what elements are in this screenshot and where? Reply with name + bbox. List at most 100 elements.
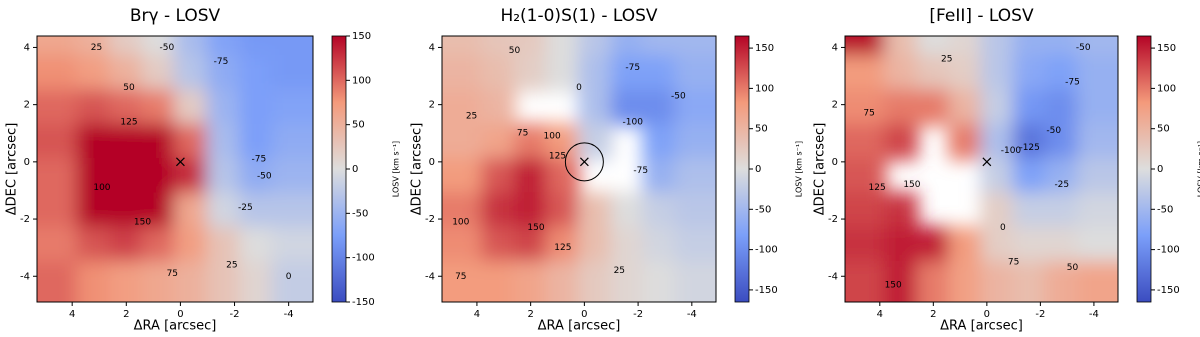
plot-frame <box>844 35 1119 303</box>
cell <box>271 157 313 195</box>
contour-label: -75 <box>625 63 640 73</box>
y-tick-label: -4 <box>425 271 435 282</box>
cell <box>206 123 241 160</box>
cell <box>1076 260 1118 302</box>
cell <box>948 260 983 302</box>
colorbar-tick-label: 0 <box>352 164 358 175</box>
cell <box>238 192 274 229</box>
cell <box>1044 260 1079 302</box>
cell <box>481 226 516 263</box>
contour-label: -25 <box>238 203 253 213</box>
cell <box>481 36 516 58</box>
cell <box>642 55 677 92</box>
x-tick-label: -4 <box>284 309 294 320</box>
contour-label: 125 <box>120 117 137 127</box>
cell <box>206 89 241 126</box>
cell <box>1076 192 1118 229</box>
cell <box>884 55 919 92</box>
x-tick-label: -2 <box>1035 309 1045 320</box>
x-tick-label: 0 <box>581 309 587 320</box>
cell <box>980 36 1015 58</box>
cell <box>513 226 548 263</box>
cell <box>545 55 580 92</box>
x-tick-label: 4 <box>474 309 480 320</box>
cell <box>545 192 580 229</box>
contour-label: 50 <box>509 46 521 56</box>
x-axis-label: ΔRA [arcsec] <box>134 319 217 334</box>
contour-label: 125 <box>549 152 566 162</box>
colorbar-tick-label: -50 <box>1157 204 1173 215</box>
colorbar-label: LOSV [km s⁻¹] <box>1197 141 1200 197</box>
cell <box>141 192 176 229</box>
cell <box>980 157 1015 195</box>
x-tick-label: 0 <box>177 309 183 320</box>
cell <box>845 89 887 126</box>
cell <box>642 192 677 229</box>
cell <box>674 123 716 160</box>
cell <box>610 55 645 92</box>
cell <box>481 89 516 126</box>
contour-label: -100 <box>623 117 644 127</box>
cell <box>141 260 176 302</box>
cell <box>37 55 79 92</box>
cell <box>109 89 144 126</box>
cell <box>845 260 887 302</box>
y-tick-label: 0 <box>24 157 30 168</box>
cell <box>980 226 1015 263</box>
cell <box>141 123 176 160</box>
cell <box>545 36 580 58</box>
cell <box>884 226 919 263</box>
chart-title: [FeII] - LOSV <box>929 6 1034 26</box>
cell <box>948 89 983 126</box>
cell <box>442 157 484 195</box>
cell <box>674 55 716 92</box>
cell <box>845 55 887 92</box>
plot-frame <box>36 35 314 303</box>
cell <box>442 260 484 302</box>
cell <box>206 226 241 263</box>
cell <box>37 226 79 263</box>
chart-title: H₂(1-0)S(1) - LOSV <box>500 6 657 26</box>
cell <box>674 36 716 58</box>
cell <box>1076 157 1118 195</box>
cell <box>109 226 144 263</box>
cell <box>578 55 613 92</box>
cell <box>442 89 484 126</box>
cell <box>1044 55 1079 92</box>
cell <box>916 55 951 92</box>
y-tick-label: 0 <box>429 157 435 168</box>
x-tick-label: -4 <box>1089 309 1099 320</box>
cell <box>916 226 951 263</box>
cell <box>76 55 112 92</box>
y-tick-label: 0 <box>832 157 838 168</box>
contour-label: -75 <box>1065 77 1080 87</box>
colorbar-tick-label: -150 <box>352 297 375 308</box>
colorbar-tick-label: 150 <box>755 43 774 54</box>
cell <box>109 55 144 92</box>
cell <box>513 192 548 229</box>
y-tick-label: -2 <box>20 214 30 225</box>
cell <box>442 55 484 92</box>
cell <box>1044 123 1079 160</box>
cell <box>513 157 548 195</box>
contour-label: 75 <box>863 109 874 119</box>
cell <box>642 226 677 263</box>
contour-label: -75 <box>633 166 648 176</box>
contour-label: -50 <box>1076 43 1091 53</box>
cell <box>174 260 209 302</box>
aperture <box>564 142 604 182</box>
contour-label: -125 <box>1019 143 1039 153</box>
cell <box>1012 36 1047 58</box>
cell <box>674 260 716 302</box>
cell <box>884 260 919 302</box>
cell <box>76 226 112 263</box>
cell <box>37 192 79 229</box>
cell <box>578 123 613 160</box>
x-tick-label: 2 <box>930 309 936 320</box>
cell <box>610 192 645 229</box>
contour-label: 150 <box>134 217 151 227</box>
cell <box>37 89 79 126</box>
cell <box>1012 260 1047 302</box>
x-tick-label: 4 <box>877 309 883 320</box>
